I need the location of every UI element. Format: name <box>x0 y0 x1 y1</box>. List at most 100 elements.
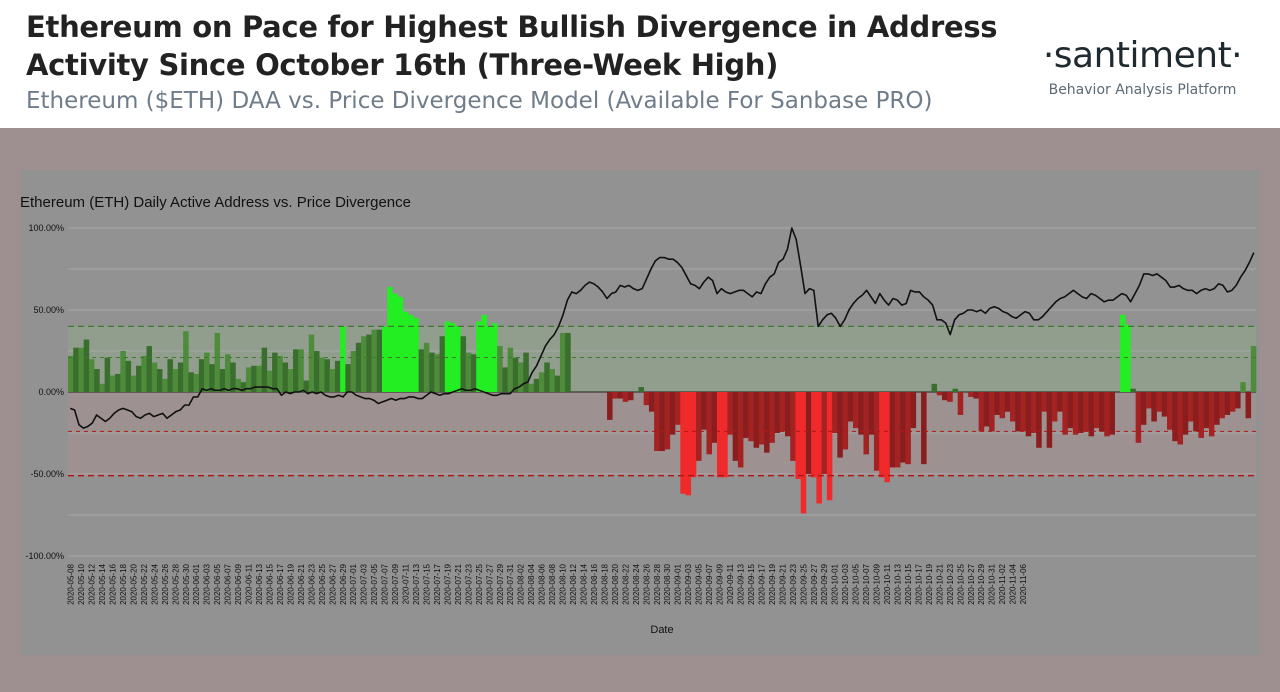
divergence-bar <box>298 349 304 392</box>
x-tick-label: 2020-10-27 <box>967 563 976 604</box>
divergence-bar <box>277 355 283 392</box>
divergence-bar <box>654 392 660 452</box>
divergence-bar <box>240 382 247 392</box>
x-tick-label: 2020-08-28 <box>653 563 662 604</box>
divergence-bar <box>470 354 477 392</box>
divergence-bar <box>753 392 760 448</box>
divergence-bar <box>376 329 383 392</box>
divergence-bar <box>900 392 906 463</box>
divergence-bar <box>1051 392 1058 422</box>
divergence-bar <box>225 354 231 392</box>
divergence-bar <box>1172 392 1178 442</box>
x-tick-label: 2020-05-28 <box>171 563 180 604</box>
divergence-bar <box>675 392 681 425</box>
x-tick-label: 2020-07-15 <box>423 563 432 604</box>
divergence-bar <box>910 392 917 429</box>
divergence-bar <box>837 392 843 458</box>
divergence-bar <box>350 351 357 392</box>
divergence-bar <box>805 392 812 474</box>
divergence-bar <box>167 359 173 392</box>
price-line <box>69 227 1255 429</box>
divergence-bar <box>366 334 372 392</box>
divergence-bar <box>104 357 111 392</box>
x-tick-label: 2020-10-17 <box>914 563 923 604</box>
divergence-bar <box>408 314 414 392</box>
x-tick-label: 2020-08-24 <box>632 563 641 604</box>
divergence-bar <box>957 392 964 415</box>
divergence-bar <box>607 392 613 420</box>
divergence-bar <box>151 362 158 392</box>
divergence-bar <box>193 373 200 392</box>
divergence-bar <box>308 334 315 392</box>
divergence-bar <box>219 369 226 392</box>
divergence-bar <box>502 367 508 392</box>
divergence-bar <box>251 365 257 392</box>
divergence-bar <box>434 354 440 392</box>
x-tick-label: 2020-10-15 <box>904 563 913 604</box>
divergence-bar <box>266 370 273 392</box>
divergence-bar <box>1083 392 1089 432</box>
divergence-bar <box>455 326 461 392</box>
divergence-bar <box>1156 392 1163 412</box>
divergence-bar <box>1235 392 1241 409</box>
divergence-bar <box>214 332 221 392</box>
x-tick-label: 2020-07-29 <box>496 563 505 604</box>
x-tick-label: 2020-07-09 <box>391 563 400 604</box>
x-tick-label: 2020-09-27 <box>810 563 819 604</box>
x-tick-label: 2020-09-01 <box>674 563 683 604</box>
x-tick-label: 2020-05-22 <box>140 563 149 604</box>
divergence-bar <box>355 342 362 392</box>
x-tick-label: 2020-10-29 <box>977 563 986 604</box>
divergence-bar <box>141 355 147 392</box>
divergence-bar <box>261 347 268 392</box>
x-tick-label: 2020-07-11 <box>402 563 411 604</box>
y-tick-label: 0.00% <box>38 387 64 397</box>
divergence-bar <box>528 383 535 392</box>
divergence-bar <box>968 392 974 397</box>
x-tick-label: 2020-08-02 <box>517 563 526 604</box>
divergence-bar <box>905 392 911 465</box>
divergence-bar <box>99 383 105 392</box>
divergence-bar <box>643 392 650 406</box>
divergence-bar <box>340 326 346 392</box>
divergence-bar <box>1245 392 1252 419</box>
divergence-bar <box>664 392 671 450</box>
divergence-bar <box>1057 392 1063 412</box>
divergence-bar <box>627 392 634 401</box>
divergence-bar <box>120 351 126 392</box>
x-tick-label: 2020-09-19 <box>768 563 777 604</box>
x-tick-label: 2020-10-23 <box>946 563 955 604</box>
x-tick-label: 2020-10-05 <box>852 563 861 604</box>
x-tick-label: 2020-06-29 <box>339 563 348 604</box>
x-tick-label: 2020-08-12 <box>569 563 578 604</box>
x-tick-label: 2020-06-13 <box>255 563 264 604</box>
divergence-bar <box>842 392 849 450</box>
x-tick-label: 2020-05-12 <box>88 563 97 604</box>
x-tick-label: 2020-06-17 <box>276 563 285 604</box>
divergence-bar <box>706 392 713 455</box>
divergence-bar <box>523 352 529 392</box>
divergence-bar <box>73 347 79 392</box>
divergence-bar <box>716 392 723 478</box>
x-tick-label: 2020-08-30 <box>663 563 672 604</box>
divergence-bar <box>533 378 540 392</box>
divergence-bar <box>324 359 330 392</box>
x-tick-label: 2020-09-09 <box>716 563 725 604</box>
divergence-bar <box>1025 392 1032 437</box>
x-tick-label: 2020-06-27 <box>328 563 337 604</box>
divergence-bar <box>476 321 482 392</box>
x-tick-label: 2020-08-08 <box>548 563 557 604</box>
divergence-bar <box>868 392 875 435</box>
divergence-bar <box>256 365 262 392</box>
x-tick-label: 2020-07-21 <box>454 563 463 604</box>
divergence-bar <box>387 287 393 392</box>
divergence-bar <box>402 311 409 392</box>
divergence-bar <box>1208 392 1215 437</box>
divergence-bar <box>1046 392 1053 448</box>
x-tick-label: 2020-08-26 <box>642 563 651 604</box>
divergence-bar <box>136 365 142 392</box>
divergence-bar <box>847 392 854 422</box>
divergence-bar <box>758 392 765 445</box>
divergence-bar <box>156 369 163 392</box>
x-tick-label: 2020-11-02 <box>998 563 1007 604</box>
